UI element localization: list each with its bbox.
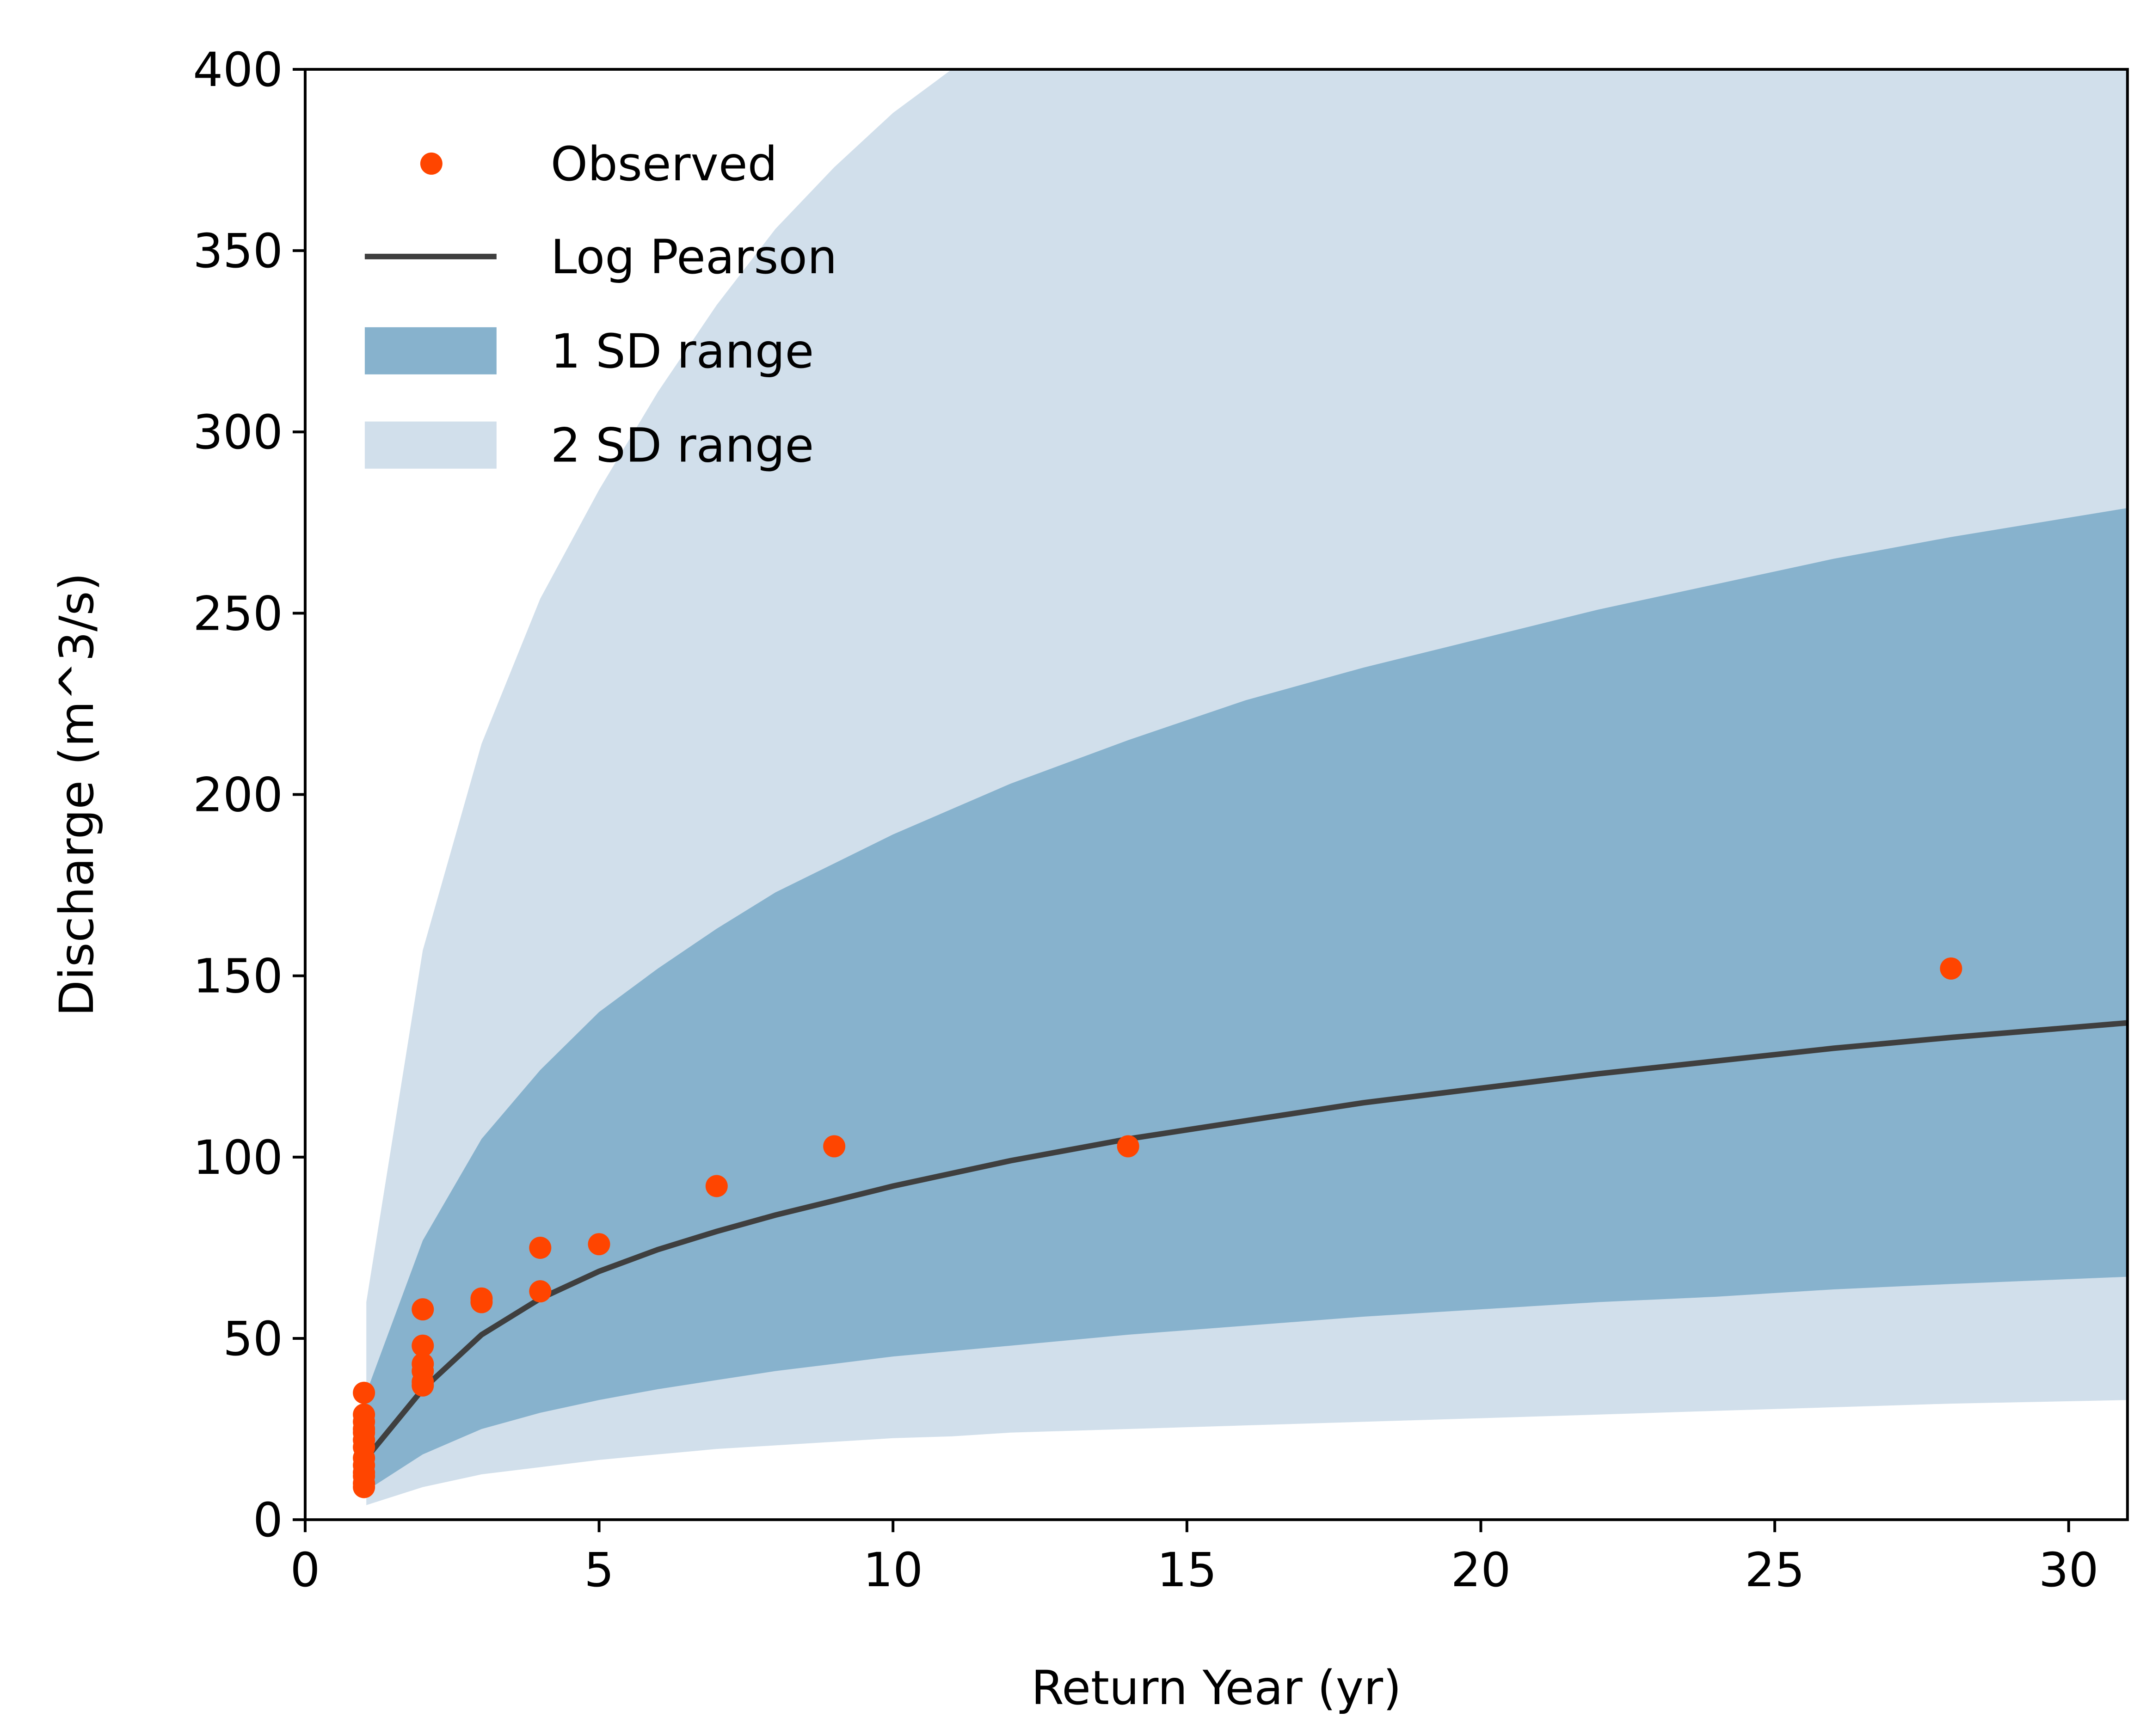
y-tick-label: 200	[193, 768, 283, 823]
x-tick-label: 0	[290, 1543, 320, 1598]
observed-point	[470, 1291, 493, 1313]
observed-point	[823, 1135, 846, 1158]
observed-point	[705, 1175, 728, 1197]
observed-point	[412, 1334, 434, 1357]
y-tick-label: 400	[193, 43, 283, 98]
y-axis-label: Discharge (m^3/s)	[49, 573, 105, 1017]
y-tick-label: 300	[193, 405, 283, 460]
legend-swatch-band-1sd	[364, 327, 497, 374]
x-tick-label: 20	[1451, 1543, 1511, 1598]
y-tick-label: 250	[193, 586, 283, 641]
legend-item-observed: Observed	[420, 137, 778, 192]
legend-item-log-pearson: Log Pearson	[364, 230, 837, 285]
observed-point	[588, 1233, 610, 1256]
y-tick-label: 100	[193, 1130, 283, 1185]
y-tick-label: 50	[223, 1312, 283, 1367]
x-tick-label: 5	[584, 1543, 614, 1598]
x-tick-label: 25	[1745, 1543, 1805, 1598]
legend-item-band-2sd: 2 SD range	[364, 418, 814, 473]
x-tick-label: 10	[863, 1543, 923, 1598]
plot-area	[353, 69, 2128, 1505]
legend-swatch-observed	[420, 152, 443, 175]
legend-label: Observed	[551, 137, 778, 192]
legend: Observed Log Pearson 1 SD range 2 SD range	[364, 137, 837, 473]
y-tick-label: 150	[193, 949, 283, 1004]
band-1sd-area	[366, 508, 2128, 1491]
x-axis: 0 5 10 15 20 25 30	[290, 1520, 2099, 1598]
observed-point	[1117, 1135, 1139, 1158]
observed-point	[529, 1280, 552, 1303]
legend-label: 1 SD range	[551, 324, 814, 379]
x-tick-label: 15	[1157, 1543, 1217, 1598]
legend-item-band-1sd: 1 SD range	[364, 324, 814, 379]
legend-swatch-band-2sd	[364, 421, 497, 469]
x-axis-label: Return Year (yr)	[1031, 1661, 1402, 1716]
observed-point	[529, 1236, 552, 1259]
y-axis: 0 50 100 150 200 250 300 350 400	[193, 43, 305, 1548]
legend-label: Log Pearson	[551, 230, 837, 285]
observed-point	[412, 1298, 434, 1321]
y-tick-label: 0	[253, 1493, 283, 1548]
x-tick-label: 30	[2039, 1543, 2099, 1598]
observed-point	[1940, 957, 1962, 980]
observed-point	[412, 1374, 434, 1397]
legend-label: 2 SD range	[551, 418, 814, 473]
observed-point	[353, 1381, 375, 1404]
observed-points	[353, 957, 1962, 1498]
observed-point	[353, 1476, 375, 1498]
y-tick-label: 350	[193, 224, 283, 279]
